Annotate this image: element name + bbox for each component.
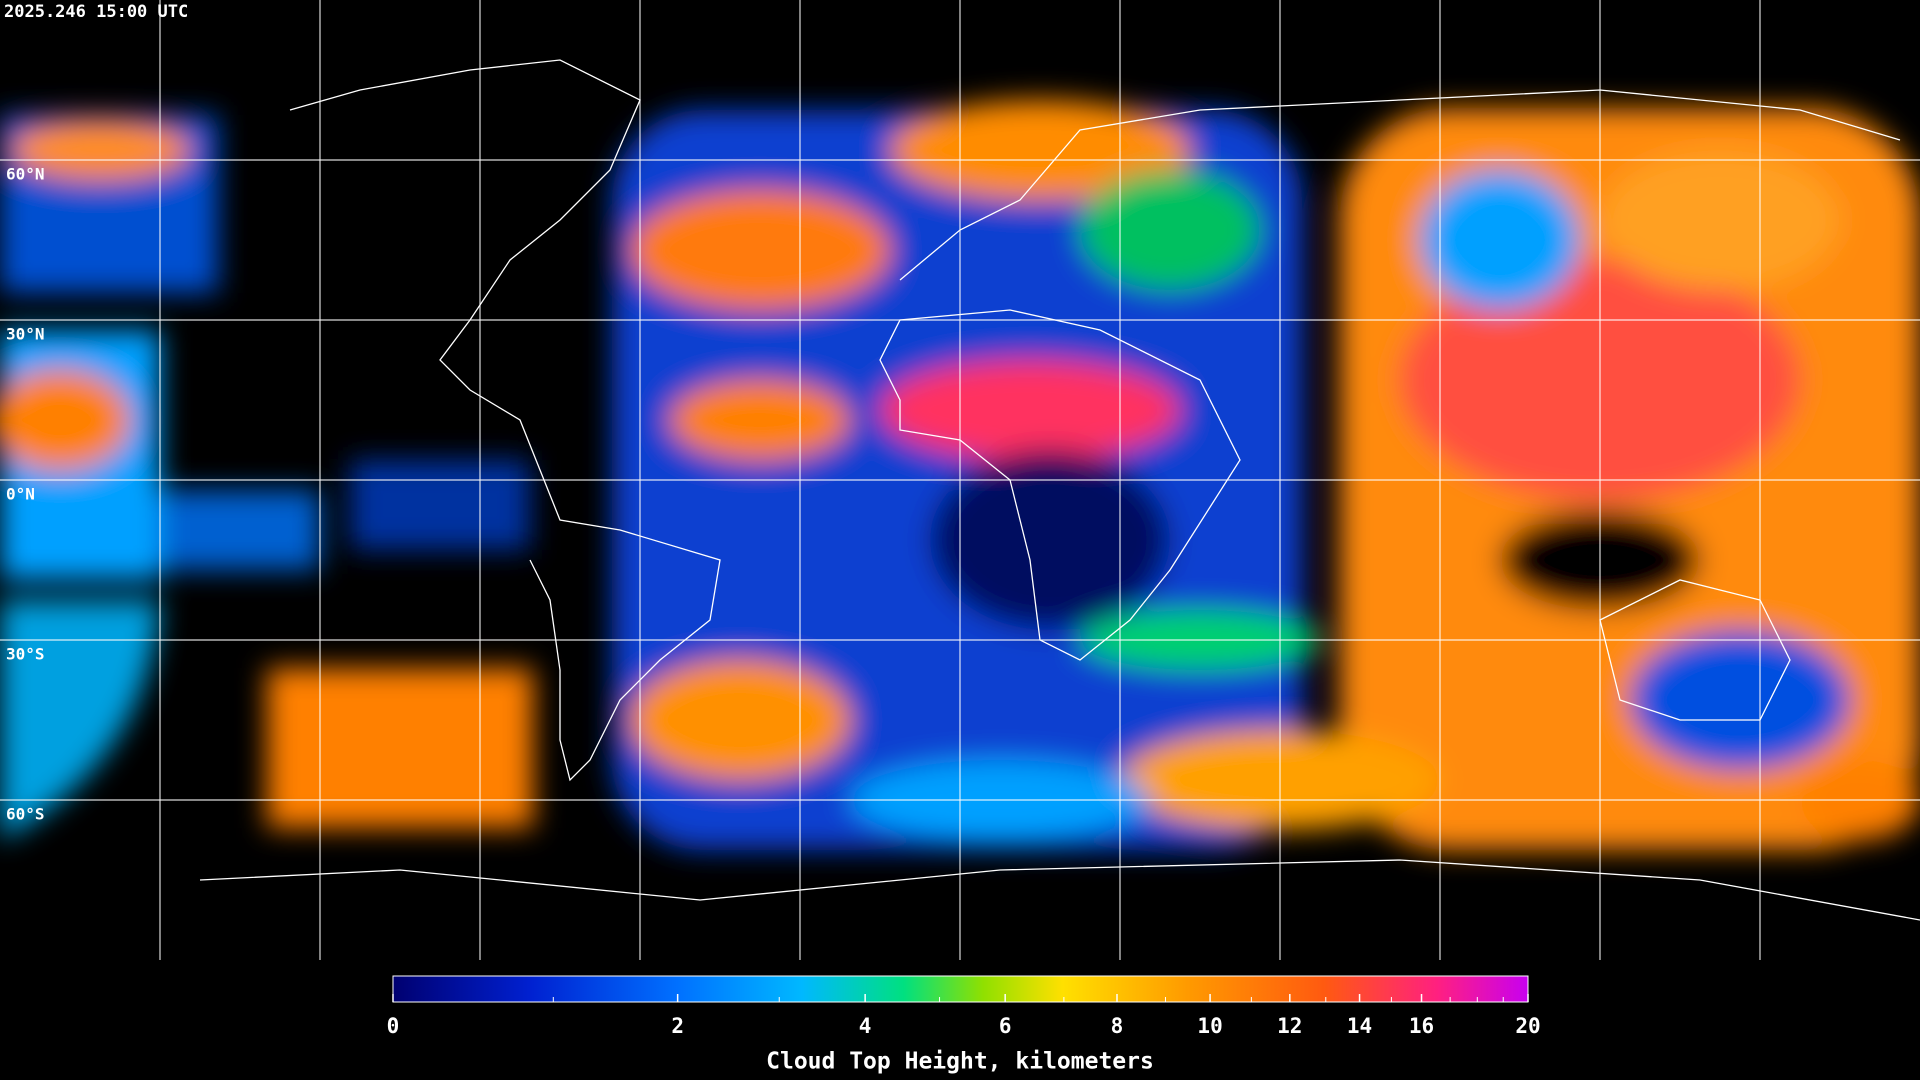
lat-label: 30°N	[6, 325, 45, 344]
colorbar-tick-label: 16	[1409, 1014, 1434, 1038]
colorbar-tick-label: 14	[1347, 1014, 1372, 1038]
cloud-patch	[1420, 170, 1580, 310]
coastlines	[199, 59, 1920, 921]
colorbar-tick-label: 8	[1111, 1014, 1124, 1038]
cloud-patch	[670, 380, 850, 460]
cloud-patch	[630, 190, 890, 310]
cloud-imagery	[0, 100, 1920, 850]
colorbar-tick-label: 4	[859, 1014, 872, 1038]
cloud-patch	[630, 660, 850, 780]
cloud-patch	[1080, 170, 1260, 290]
cloud-patch	[267, 668, 533, 828]
colorbar-tick-label: 2	[671, 1014, 684, 1038]
cloud-patch	[1600, 150, 1840, 290]
colorbar-label: Cloud Top Height, kilometers	[766, 1049, 1154, 1075]
colorbar: Cloud Top Height, kilometers 0 2 4 6 8 10 12 14…	[387, 975, 1541, 1075]
timestamp: 2025.246 15:00 UTC	[4, 2, 188, 22]
cloud-patch	[0, 370, 130, 470]
cloud-patch	[350, 460, 530, 550]
colorbar-tick-label: 20	[1515, 1014, 1540, 1038]
cloud-patch	[890, 100, 1190, 200]
colorbar-tick-label: 6	[999, 1014, 1012, 1038]
cloud-patch	[930, 450, 1170, 630]
cloud-patch	[160, 490, 320, 570]
cloud-patch	[10, 120, 190, 180]
cloud-patch	[1630, 630, 1850, 770]
lat-label: 60°N	[6, 165, 45, 184]
colorbar-ramp	[392, 975, 1529, 1003]
colorbar-tick-label: 0	[387, 1014, 400, 1038]
colorbar-tick-label: 10	[1197, 1014, 1222, 1038]
lat-labels: 60°N 30°N 0°N 30°S 60°S	[6, 165, 45, 824]
lat-label: 0°N	[6, 485, 35, 504]
coastline	[879, 309, 1241, 661]
lat-label: 30°S	[6, 645, 45, 664]
graticule	[0, 0, 1920, 960]
coastline	[1599, 579, 1791, 721]
colorbar-tick-label: 12	[1277, 1014, 1302, 1038]
coastline	[199, 859, 1920, 921]
cloud-patch	[0, 600, 160, 840]
coastline	[899, 89, 1901, 281]
cloud-patch	[880, 360, 1180, 460]
lat-label: 60°S	[6, 805, 45, 824]
